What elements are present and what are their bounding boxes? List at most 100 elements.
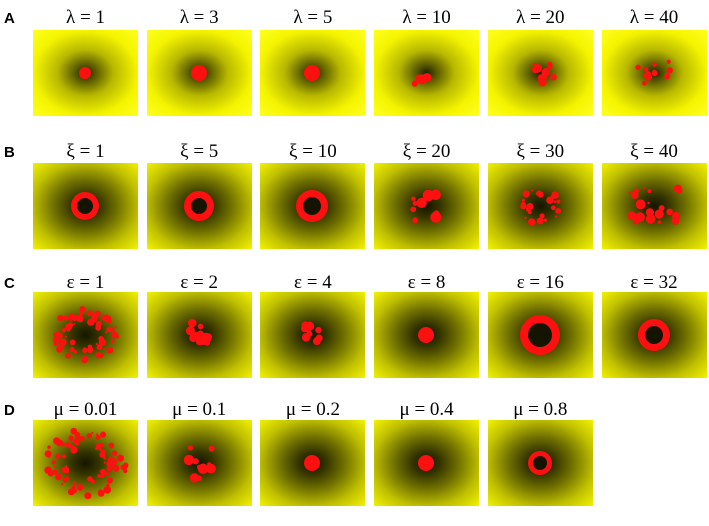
blob: [645, 214, 656, 224]
panel-title: ξ = 5: [180, 141, 219, 162]
simulation-image: [146, 163, 252, 249]
row-label: D: [4, 402, 15, 419]
blob: [632, 218, 639, 225]
simulation-image: [374, 30, 480, 116]
blob: [550, 205, 556, 211]
blob: [82, 347, 88, 353]
simulation-image: [487, 163, 593, 249]
blob: [643, 67, 648, 72]
blob: [554, 215, 558, 218]
blob: [61, 327, 67, 333]
blob: [122, 462, 129, 469]
blob: [55, 453, 61, 460]
blob: [68, 435, 74, 441]
blob: [197, 463, 209, 475]
blob: [73, 482, 77, 486]
blob: [115, 461, 118, 464]
blob: [86, 432, 93, 439]
simulation-image: [374, 292, 480, 378]
panel-title: μ = 0.2: [285, 399, 340, 420]
blob: [663, 73, 670, 80]
blob: [302, 333, 311, 342]
blob: [527, 218, 536, 226]
blob: [65, 465, 68, 468]
blob: [73, 323, 75, 326]
blob: [100, 474, 105, 479]
blob: [105, 314, 109, 318]
blob: [91, 431, 94, 435]
row-label: B: [4, 144, 15, 161]
row-label: C: [4, 275, 15, 292]
blob: [110, 329, 114, 333]
panel-title: ξ = 1: [66, 141, 105, 162]
simulation-image: [260, 292, 366, 378]
blob: [94, 310, 101, 317]
blob: [303, 197, 322, 215]
blob: [533, 64, 542, 73]
blob: [411, 80, 419, 87]
blob: [95, 434, 101, 440]
blob: [106, 461, 112, 467]
panel-title: λ = 1: [66, 7, 105, 28]
panel-title: ε = 1: [66, 272, 105, 293]
blob: [106, 465, 113, 472]
blob: [187, 318, 197, 328]
blob: [541, 68, 550, 77]
blob: [315, 326, 323, 334]
blob: [74, 435, 81, 441]
blob: [97, 489, 105, 497]
blob: [412, 200, 418, 206]
blob: [47, 445, 51, 449]
simulation-image: [601, 30, 707, 116]
blob: [65, 476, 70, 481]
blob: [57, 314, 64, 322]
blob: [65, 442, 71, 448]
blob: [59, 338, 67, 346]
blob: [412, 217, 419, 224]
simulation-image: [33, 30, 138, 116]
blob: [192, 458, 199, 465]
panel-title: ε = 2: [180, 272, 219, 293]
panel-title: λ = 10: [402, 7, 451, 28]
blob: [627, 211, 636, 221]
blob: [553, 200, 557, 204]
panel-title: ε = 4: [294, 272, 332, 293]
blob: [71, 314, 78, 322]
blob: [90, 322, 94, 326]
blob: [208, 466, 214, 472]
blob: [532, 456, 547, 470]
blob: [641, 80, 647, 86]
blob: [66, 328, 71, 332]
panel-title: μ = 0.4: [399, 399, 454, 420]
blob: [86, 310, 93, 317]
blob: [520, 201, 526, 207]
blob: [208, 445, 215, 452]
blob: [196, 332, 206, 342]
blob: [80, 356, 88, 364]
blob: [644, 326, 663, 344]
blob: [69, 319, 72, 322]
blob: [55, 331, 60, 336]
blob: [550, 195, 555, 200]
blob: [95, 433, 98, 436]
simulation-image: [374, 163, 480, 249]
blob: [206, 462, 211, 467]
blob: [63, 316, 67, 320]
blob: [189, 473, 199, 483]
blob: [304, 65, 321, 81]
blob: [98, 447, 102, 451]
blob: [53, 465, 56, 468]
blob: [100, 468, 107, 475]
blob: [546, 61, 553, 68]
blob: [550, 73, 557, 81]
blob: [51, 460, 56, 465]
simulation-image: [146, 292, 252, 378]
blob: [187, 445, 193, 451]
blob: [87, 344, 93, 349]
panel-title: ε = 16: [516, 272, 564, 293]
blob: [647, 189, 651, 194]
panel-title: λ = 3: [179, 7, 219, 28]
panel-title: λ = 20: [516, 7, 565, 28]
blob: [65, 335, 68, 338]
blob: [411, 196, 416, 202]
